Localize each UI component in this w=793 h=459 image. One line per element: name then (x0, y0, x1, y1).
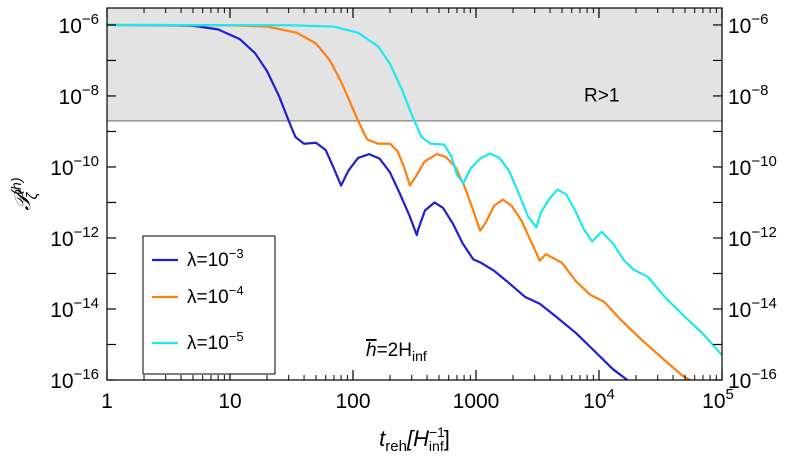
x-tick-label: 104 (583, 386, 615, 413)
series-line-1 (107, 23, 629, 380)
y-tick-label-right: 10−16 (728, 366, 777, 393)
y-tick-label-right: 10−6 (728, 11, 768, 38)
series-line-2 (107, 23, 692, 380)
y-tick-label-left: 10−6 (59, 11, 99, 38)
y-tick-label-left: 10−14 (50, 295, 99, 322)
x-tick-label: 105 (702, 386, 734, 413)
y-tick-label-left: 10−12 (50, 224, 99, 251)
curves-group (107, 23, 722, 380)
x-tick-label: 1000 (453, 390, 500, 413)
y-tick-label-left: 10−16 (50, 366, 99, 393)
y-tick-label-right: 10−10 (728, 153, 777, 180)
series-line-3 (107, 23, 722, 357)
legend-box (142, 235, 276, 375)
legend: λ=10−3 λ=10−4 λ=10−5 (142, 235, 276, 375)
legend-label-2: λ=10−4 (187, 283, 244, 308)
legend-label-3: λ=10−5 (187, 329, 244, 354)
y-tick-label-right: 10−12 (728, 224, 777, 251)
y-axis-label: 𝒫(h)ζ (8, 178, 41, 211)
axis-ticks: 1 10 100 1000 104 105 10−6 10−6 10−8 10−8 10−10 10−… (50, 8, 777, 413)
hbar-annotation: h=2Hinf (366, 340, 427, 364)
svg-text:𝒫(h)ζ: 𝒫(h)ζ (8, 178, 41, 211)
plot-frame (106, 7, 723, 381)
y-tick-label-right: 10−14 (728, 295, 777, 322)
x-tick-label: 1 (101, 390, 113, 413)
y-tick-label-right: 10−8 (728, 82, 768, 109)
excluded-region (107, 8, 722, 121)
x-axis-label: treh[H−1 inf] (379, 424, 450, 455)
x-tick-label: 10 (218, 390, 241, 413)
y-tick-label-left: 10−8 (59, 82, 99, 109)
y-tick-label-left: 10−10 (50, 153, 99, 180)
excluded-region-label: R>1 (584, 85, 619, 106)
legend-label-1: λ=10−3 (187, 246, 244, 271)
x-tick-label: 100 (335, 390, 370, 413)
